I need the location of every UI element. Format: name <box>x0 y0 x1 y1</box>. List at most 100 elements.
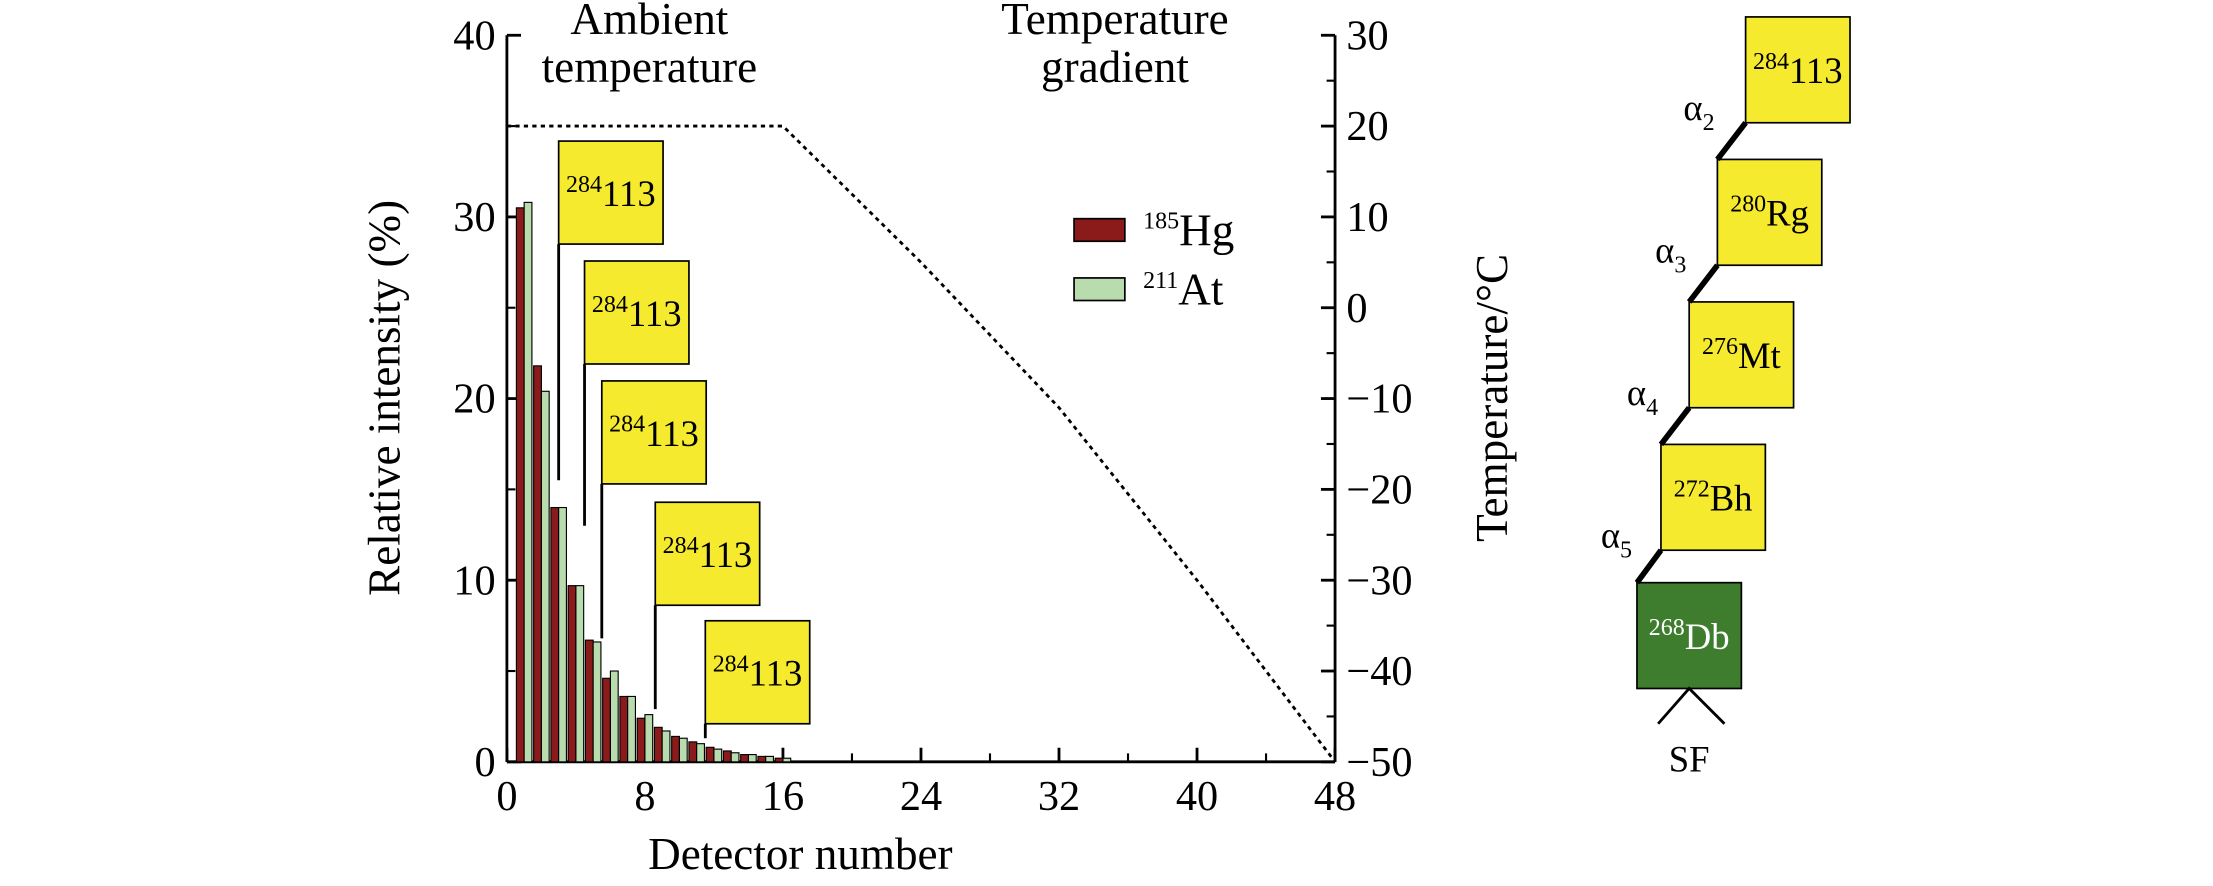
y2-tick-label: 30 <box>1346 12 1388 59</box>
bar <box>627 695 636 763</box>
y2-tick-label: −40 <box>1346 648 1412 695</box>
element-symbol: Rg <box>1766 193 1809 234</box>
decay-symbol: α <box>1627 372 1646 413</box>
decay-index: 3 <box>1674 252 1686 278</box>
decay-label: α5 <box>1601 514 1632 563</box>
y-tick-label: 0 <box>474 739 495 786</box>
bar <box>550 506 560 763</box>
decay-symbol: α <box>1655 229 1674 270</box>
mass-number: 276 <box>1702 334 1738 360</box>
nuclide-box <box>1688 301 1795 409</box>
bar <box>584 639 594 763</box>
decay-symbol: α <box>1683 87 1702 128</box>
element-symbol: 113 <box>1789 50 1843 91</box>
y-tick-label: 30 <box>453 194 495 241</box>
bar <box>540 390 550 763</box>
bar <box>722 750 732 763</box>
mass-number: 284 <box>713 652 749 678</box>
decay-link <box>1634 548 1664 585</box>
bar <box>782 757 792 763</box>
decay-link <box>1715 121 1748 162</box>
bar <box>740 754 750 763</box>
nuclide-label: 280Rg <box>1730 192 1809 234</box>
nuclide-label: 284113 <box>1753 49 1843 91</box>
nuclide-box <box>1660 443 1767 552</box>
decay-symbol: α <box>1601 514 1620 555</box>
bar <box>636 717 646 763</box>
y2-tick-label: −10 <box>1346 376 1412 423</box>
y2-tick-label: 20 <box>1346 103 1388 150</box>
y-axis-label: Relative intensity (%) <box>360 200 410 596</box>
mass-number: 280 <box>1730 192 1766 218</box>
x-tick-label: 16 <box>762 773 804 820</box>
legend-name: At <box>1178 265 1224 315</box>
annotation-box <box>557 140 664 245</box>
region-label: temperature <box>542 42 757 92</box>
bar <box>602 677 611 763</box>
x-tick-label: 24 <box>900 773 942 820</box>
bar <box>678 737 688 763</box>
bar <box>747 754 757 763</box>
y-tick-label: 40 <box>453 12 495 59</box>
region-label: Temperature <box>1001 0 1228 44</box>
mass-number: 284 <box>609 412 645 438</box>
element-symbol: Bh <box>1710 478 1753 519</box>
element-symbol: 113 <box>699 534 753 575</box>
bar <box>765 755 775 763</box>
legend-name: Hg <box>1179 205 1234 255</box>
legend-label: 185Hg <box>1143 205 1234 255</box>
bar <box>671 735 680 763</box>
bar <box>696 743 706 763</box>
mass-number: 268 <box>1649 615 1685 641</box>
x-tick-label: 0 <box>496 773 517 820</box>
x-tick-label: 8 <box>634 773 655 820</box>
bar <box>523 201 533 763</box>
y-tick-label: 10 <box>453 557 495 604</box>
bar <box>567 585 577 763</box>
bar <box>558 506 567 763</box>
annotation-box <box>583 260 690 365</box>
x-axis-label: Detector number <box>648 829 952 879</box>
element-symbol: Mt <box>1738 335 1781 376</box>
mass-number: 284 <box>663 533 699 559</box>
bar <box>661 730 671 763</box>
bar <box>688 741 698 763</box>
nuclide-box <box>1744 16 1851 124</box>
decay-link <box>1658 406 1692 447</box>
mass-number: 284 <box>566 172 602 198</box>
annotation-box <box>704 619 811 725</box>
bar <box>619 695 629 763</box>
bar <box>609 670 619 763</box>
y2-tick-label: 10 <box>1346 194 1388 241</box>
x-tick-label: 40 <box>1176 773 1218 820</box>
legend-label: 211At <box>1143 265 1224 315</box>
y2-tick-label: −20 <box>1346 466 1412 513</box>
mass-number: 272 <box>1674 477 1710 503</box>
bar <box>730 752 740 763</box>
bar <box>757 755 767 763</box>
annotation-box <box>654 501 761 607</box>
decay-index: 5 <box>1620 537 1632 563</box>
legend-swatch <box>1073 277 1126 302</box>
annotation-label: 284113 <box>663 533 753 575</box>
bar <box>774 757 784 763</box>
bar <box>653 726 663 763</box>
region-label: Ambient <box>570 0 728 44</box>
element-symbol: 113 <box>749 653 803 694</box>
x-tick-label: 32 <box>1038 773 1080 820</box>
y2-tick-label: −50 <box>1346 739 1412 786</box>
bar <box>592 641 602 763</box>
region-label: gradient <box>1041 42 1189 92</box>
y-tick-label: 20 <box>453 376 495 423</box>
element-symbol: 113 <box>602 173 656 214</box>
bar <box>713 748 723 763</box>
legend-mass: 185 <box>1143 209 1179 235</box>
bar <box>705 746 715 763</box>
element-symbol: 113 <box>628 293 682 334</box>
decay-link <box>1686 263 1720 304</box>
bar <box>575 585 585 763</box>
y2-tick-label: 0 <box>1346 285 1367 332</box>
nuclide-label: 272Bh <box>1674 477 1753 519</box>
bar <box>533 365 542 763</box>
